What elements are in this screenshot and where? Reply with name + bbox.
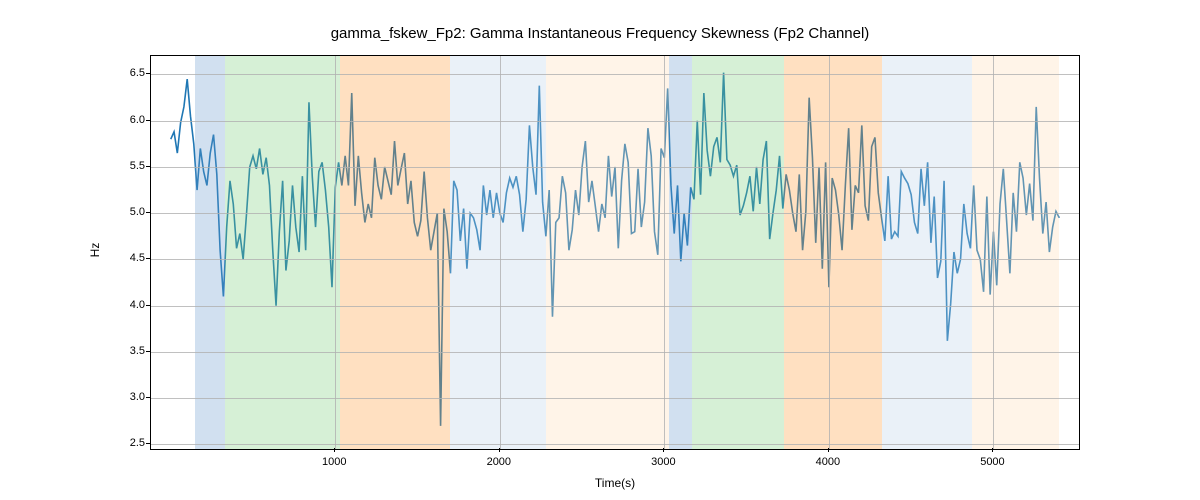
- ytick: [146, 397, 150, 398]
- xtick-label: 1000: [322, 456, 346, 468]
- xtick-label: 4000: [816, 456, 840, 468]
- grid-line: [151, 398, 1079, 399]
- xtick: [828, 448, 829, 452]
- ytick: [146, 351, 150, 352]
- background-band: [972, 56, 1059, 449]
- ytick: [146, 305, 150, 306]
- grid-line: [335, 56, 336, 449]
- ytick-label: 2.5: [130, 437, 145, 449]
- grid-line: [993, 56, 994, 449]
- background-band: [195, 56, 225, 449]
- background-band: [692, 56, 784, 449]
- ytick-label: 3.0: [130, 391, 145, 403]
- ytick-label: 3.5: [130, 345, 145, 357]
- y-axis-label: Hz: [88, 243, 102, 258]
- ytick-label: 6.5: [130, 67, 145, 79]
- ytick: [146, 258, 150, 259]
- xtick: [499, 448, 500, 452]
- grid-line: [151, 121, 1079, 122]
- xtick: [334, 448, 335, 452]
- grid-line: [151, 213, 1079, 214]
- plot-area: [150, 55, 1080, 450]
- background-band: [450, 56, 545, 449]
- grid-line: [151, 167, 1079, 168]
- xtick-label: 2000: [487, 456, 511, 468]
- grid-line: [151, 74, 1079, 75]
- background-band: [882, 56, 972, 449]
- background-band: [784, 56, 881, 449]
- ytick-label: 4.0: [130, 299, 145, 311]
- x-axis-label: Time(s): [595, 476, 635, 490]
- ytick: [146, 212, 150, 213]
- chart-title: gamma_fskew_Fp2: Gamma Instantaneous Fre…: [0, 25, 1200, 42]
- background-band: [340, 56, 450, 449]
- background-band: [225, 56, 340, 449]
- ytick: [146, 166, 150, 167]
- ytick: [146, 443, 150, 444]
- ytick-label: 5.5: [130, 160, 145, 172]
- grid-line: [500, 56, 501, 449]
- grid-line: [151, 306, 1079, 307]
- ytick-label: 4.5: [130, 252, 145, 264]
- grid-line: [829, 56, 830, 449]
- grid-line: [151, 259, 1079, 260]
- background-band: [669, 56, 692, 449]
- ytick: [146, 120, 150, 121]
- ytick-label: 5.0: [130, 206, 145, 218]
- xtick-label: 5000: [980, 456, 1004, 468]
- grid-line: [151, 352, 1079, 353]
- grid-line: [151, 444, 1079, 445]
- ytick: [146, 73, 150, 74]
- xtick-label: 3000: [651, 456, 675, 468]
- xtick: [992, 448, 993, 452]
- background-band: [546, 56, 669, 449]
- grid-line: [664, 56, 665, 449]
- xtick: [663, 448, 664, 452]
- ytick-label: 6.0: [130, 114, 145, 126]
